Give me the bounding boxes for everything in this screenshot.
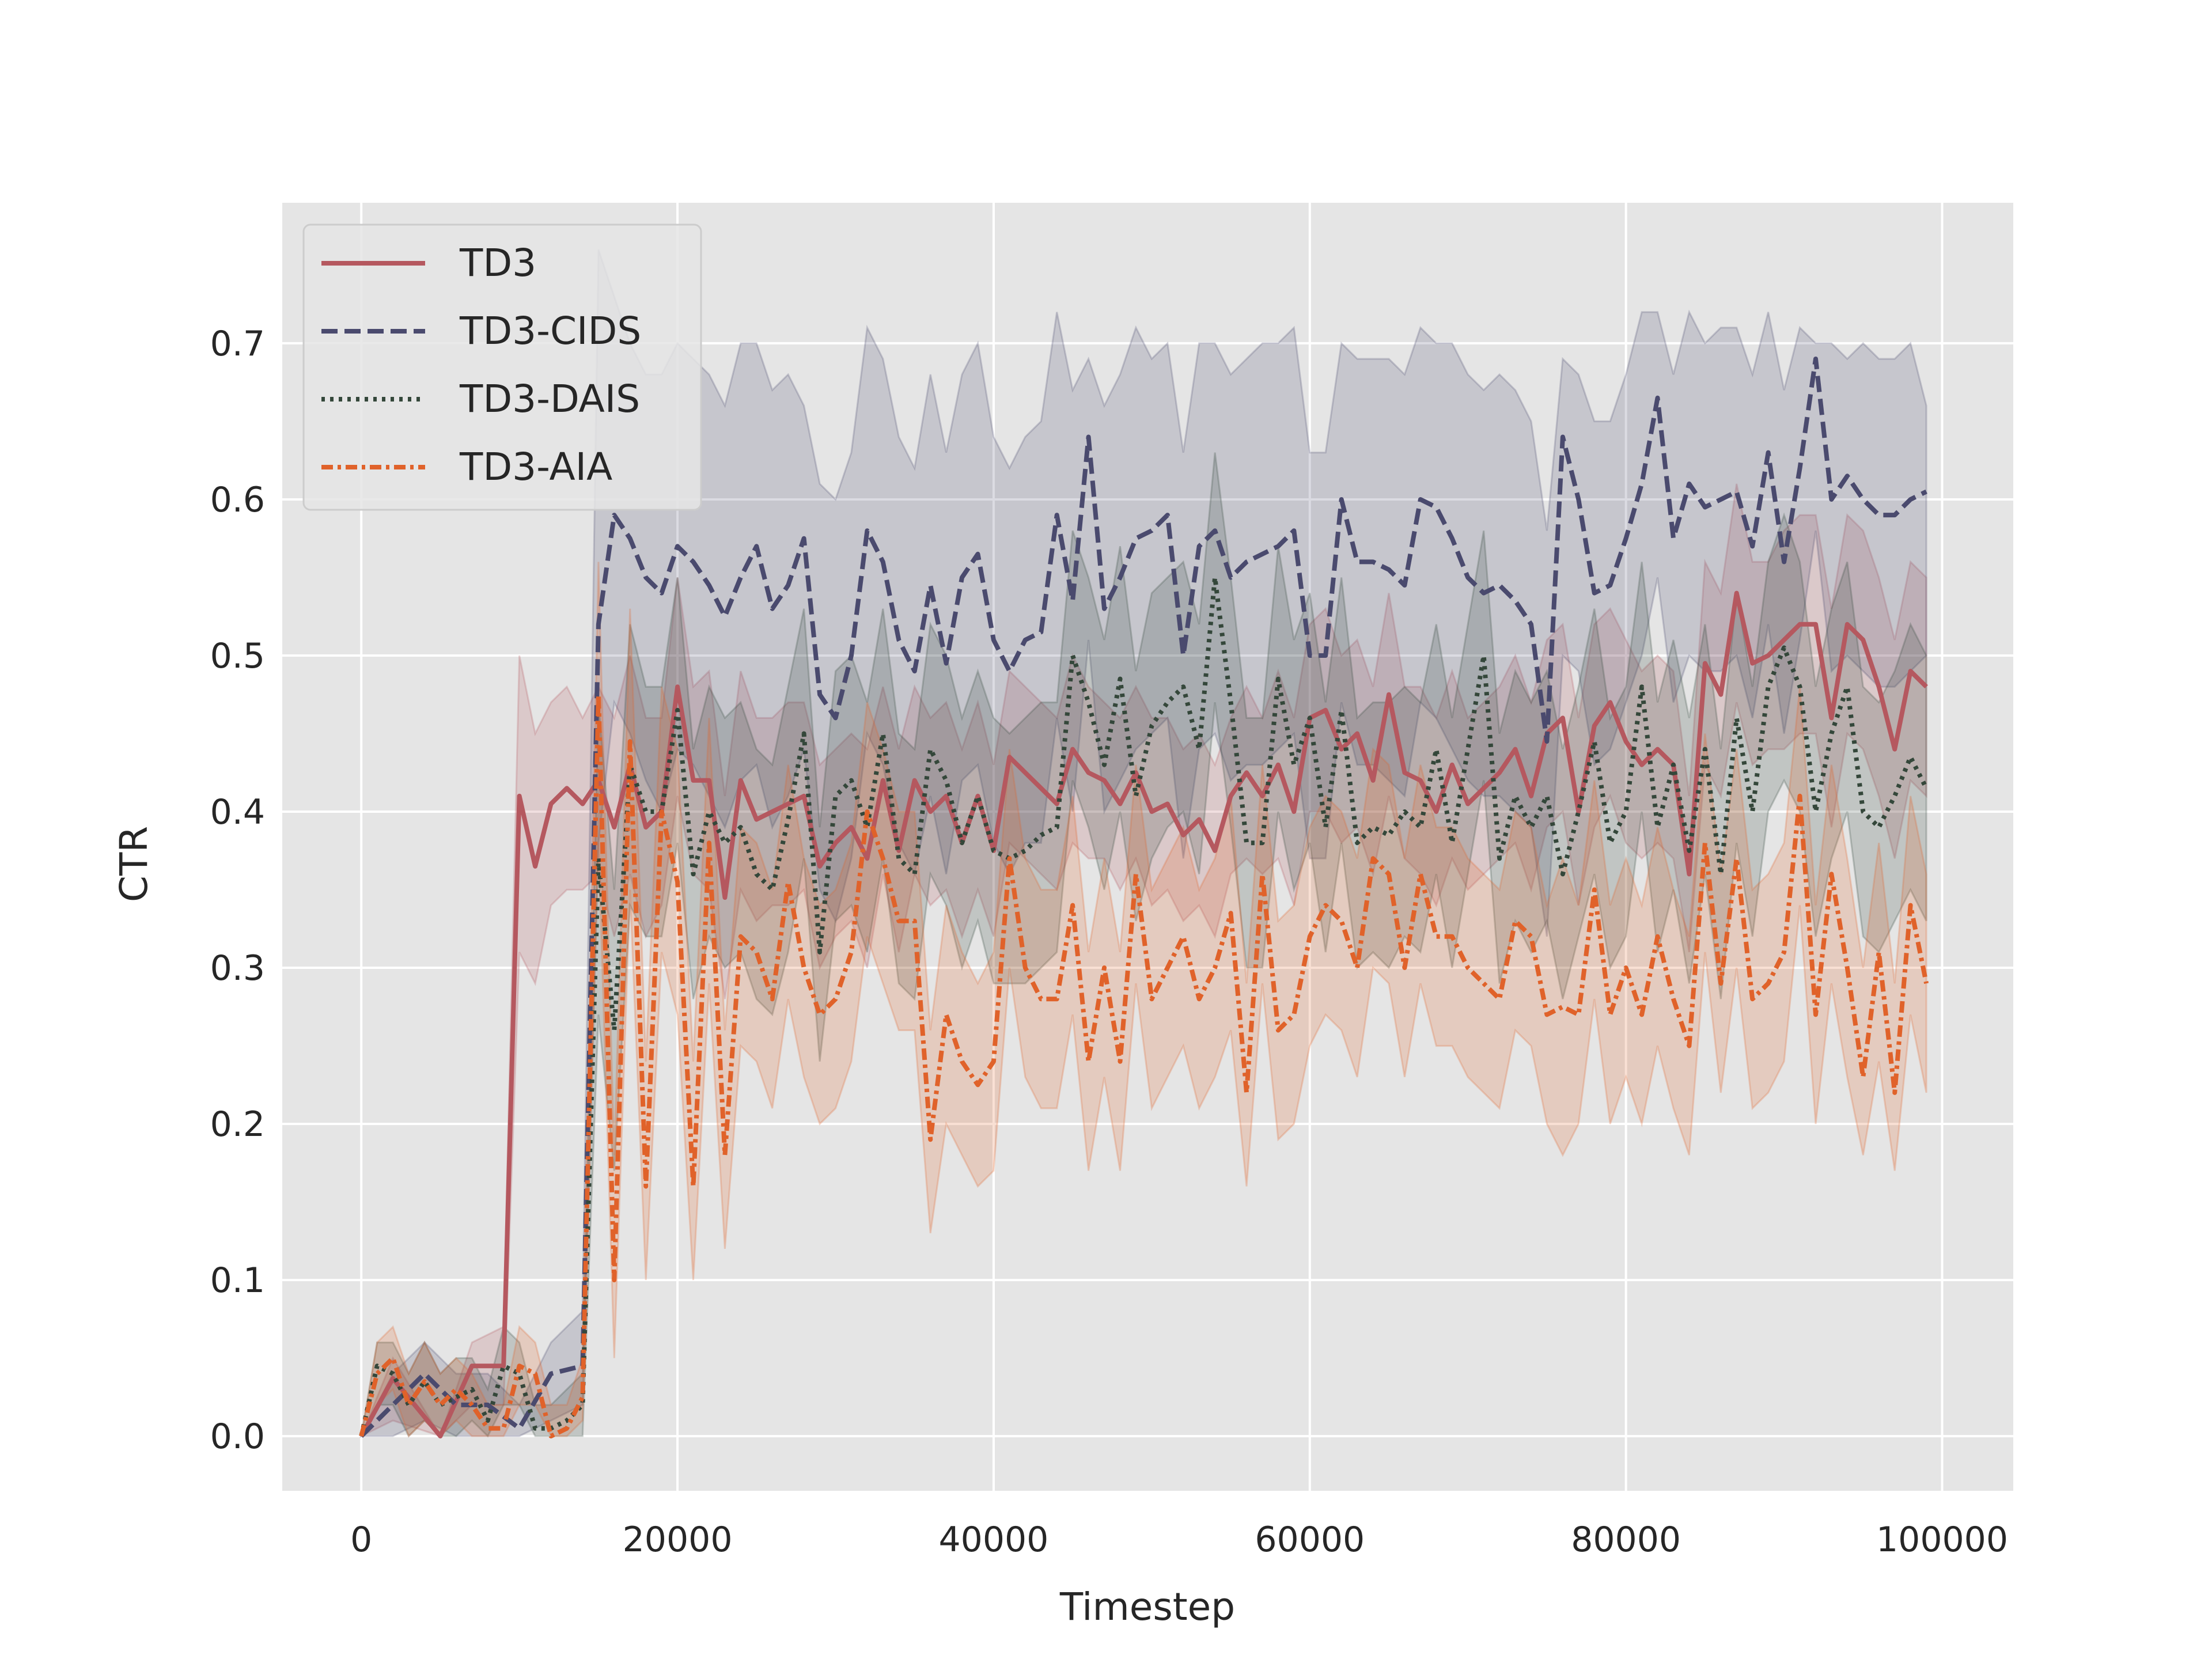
x-axis-ticks: 0 20000 40000 60000 80000 100000 (350, 1520, 2008, 1560)
y-tick-label: 0.4 (210, 792, 265, 832)
band-td3-dais (360, 452, 1927, 1438)
line-td3-cids (359, 357, 1927, 1438)
x-tick-label: 80000 (1571, 1520, 1681, 1560)
x-tick-label: 20000 (623, 1520, 733, 1560)
line-td3-dais (359, 575, 1929, 1437)
line-td3-aia (359, 692, 1929, 1439)
legend-label-td3: TD3 (459, 241, 536, 285)
legend-label-td3-aia: TD3-AIA (459, 445, 612, 489)
legend-label-td3-cids: TD3-CIDS (459, 309, 641, 353)
x-tick-label: 40000 (938, 1520, 1048, 1560)
line-td3 (359, 590, 1928, 1439)
legend-label-td3-dais: TD3-DAIS (459, 377, 640, 421)
legend: TD3 TD3-CIDS TD3-DAIS TD3-AIA (302, 224, 702, 511)
y-tick-label: 0.2 (210, 1104, 265, 1145)
y-tick-label: 0.6 (210, 480, 265, 520)
confidence-bands (359, 249, 1927, 1438)
band-td3-cids (359, 249, 1927, 1437)
legend-frame (302, 224, 702, 511)
y-tick-label: 0.5 (210, 636, 265, 676)
series-lines (359, 357, 1929, 1439)
y-axis-label: CTR (112, 826, 156, 902)
y-tick-label: 0.7 (210, 324, 265, 364)
x-tick-label: 100000 (1876, 1520, 2008, 1560)
x-tick-label: 0 (350, 1520, 372, 1560)
y-tick-label: 0.1 (210, 1260, 265, 1301)
y-tick-label: 0.0 (210, 1416, 265, 1457)
x-tick-label: 60000 (1255, 1520, 1365, 1560)
x-axis-label: Timestep (1059, 1585, 1235, 1629)
y-axis-ticks: 0.0 0.1 0.2 0.3 0.4 0.5 0.6 0.7 (210, 324, 265, 1457)
y-tick-label: 0.3 (210, 948, 265, 988)
